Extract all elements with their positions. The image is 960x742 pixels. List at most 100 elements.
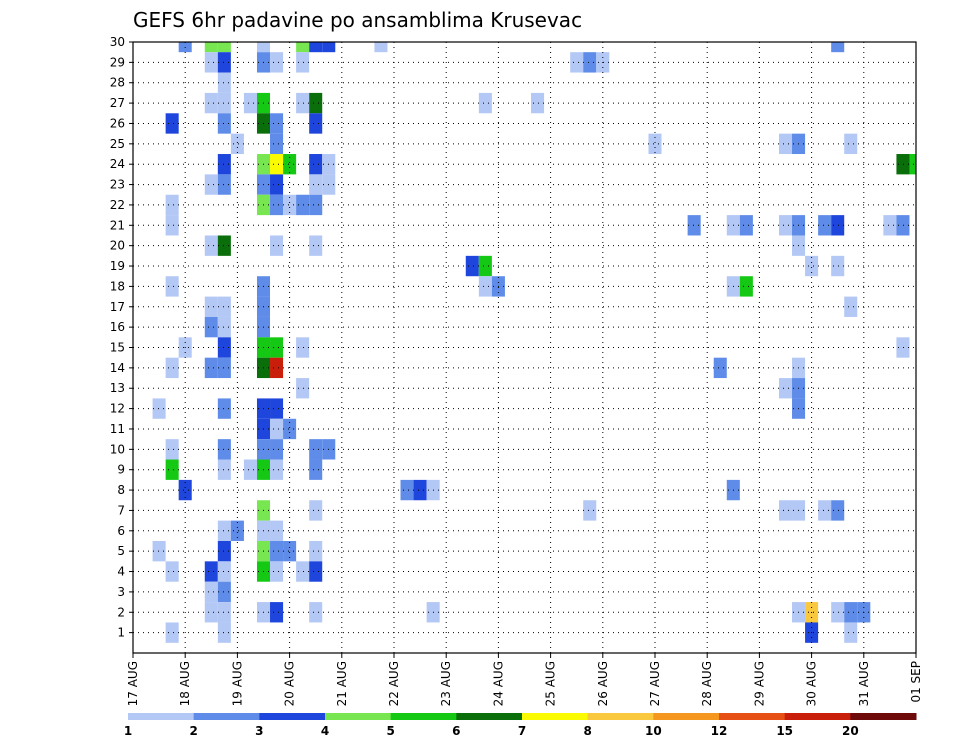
heatmap-cell-153 <box>309 561 323 582</box>
heatmap-cell-146 <box>309 540 323 562</box>
y-tick-label-3: 3 <box>117 585 125 599</box>
y-tick-label-7: 7 <box>117 503 125 517</box>
heatmap-cell-75 <box>831 255 845 277</box>
heatmap-cell-33 <box>648 133 662 155</box>
heatmap-cell-53 <box>270 194 284 216</box>
heatmap-cell-112 <box>283 418 297 440</box>
y-tick-label-10: 10 <box>110 442 125 456</box>
heatmap-cell-164 <box>831 602 845 623</box>
heatmap-cell-25 <box>531 92 545 114</box>
heatmap-cell-63 <box>818 215 832 236</box>
grid-lines <box>133 42 916 653</box>
heatmap-cell-126 <box>400 479 414 501</box>
heatmap-cell-31 <box>230 133 244 155</box>
heatmap-cell-23 <box>309 92 323 114</box>
heatmap-cell-64 <box>831 215 845 236</box>
heatmap-cell-142 <box>217 540 231 562</box>
y-tick-label-23: 23 <box>110 178 125 192</box>
colorbar-swatch-2 <box>193 713 260 720</box>
heatmap-cell-120 <box>217 459 231 480</box>
heatmap-cell-10 <box>217 52 231 73</box>
heatmap-cell-103 <box>778 378 793 399</box>
y-tick-label-11: 11 <box>110 422 125 436</box>
heatmap-cell-69 <box>270 235 284 256</box>
colorbar-swatch-4 <box>325 713 392 720</box>
heatmap-cell-156 <box>204 602 218 623</box>
heatmap-cell-157 <box>217 602 231 623</box>
colorbar-label-5: 5 <box>386 724 394 738</box>
heatmap-cell-56 <box>309 194 323 216</box>
heatmap-cell-152 <box>296 561 310 582</box>
heatmap-cell-36 <box>844 133 858 155</box>
x-tick-label-6: 23 AUG <box>439 661 453 706</box>
y-tick-label-22: 22 <box>110 198 125 212</box>
x-tick-label-12: 29 AUG <box>752 661 766 706</box>
heatmap-cell-20 <box>243 92 257 114</box>
heatmap-cell-155 <box>217 581 231 603</box>
y-tick-label-12: 12 <box>110 402 125 416</box>
heatmap-cell-131 <box>309 500 323 521</box>
heatmap-cell-65 <box>883 215 897 236</box>
heatmap-cell-140 <box>270 520 284 541</box>
x-tick-label-9: 26 AUG <box>596 661 610 706</box>
heatmap-cell-72 <box>465 255 479 277</box>
colorbar-swatch-8 <box>587 713 654 720</box>
heatmap-cell-55 <box>296 194 310 216</box>
x-tick-label-4: 21 AUG <box>335 661 349 706</box>
heatmap-cell-60 <box>739 215 753 236</box>
x-tick-label-1: 18 AUG <box>178 661 192 706</box>
heatmap-cell-40 <box>283 154 297 175</box>
plot-frame <box>132 41 917 654</box>
x-tick-label-3: 20 AUG <box>283 661 297 706</box>
heatmap-cell-167 <box>165 622 179 643</box>
heatmap-cell-85 <box>844 296 858 317</box>
heatmap-cell-154 <box>204 581 218 603</box>
heatmap-cells <box>152 42 916 643</box>
heatmap-cell-34 <box>778 133 793 155</box>
y-tick-label-15: 15 <box>110 341 125 355</box>
colorbar-label-15: 15 <box>776 724 793 738</box>
y-tick-label-20: 20 <box>110 239 125 253</box>
heatmap-cell-48 <box>270 174 284 195</box>
heatmap-cell-124 <box>309 459 323 480</box>
heatmap-cell-46 <box>217 174 231 195</box>
x-tick-label-11: 28 AUG <box>700 661 714 706</box>
heatmap-cell-29 <box>270 113 284 134</box>
heatmap-cell-14 <box>570 52 584 73</box>
y-tick-label-1: 1 <box>117 626 125 640</box>
heatmap-cell-132 <box>583 500 597 521</box>
x-tick-label-14: 31 AUG <box>857 661 871 706</box>
colorbar-swatch-3 <box>259 713 326 720</box>
y-tick-label-5: 5 <box>117 544 125 558</box>
heatmap-cell-15 <box>583 52 597 73</box>
y-tick-label-8: 8 <box>117 483 125 497</box>
heatmap-cell-99 <box>270 357 284 379</box>
heatmap-cell-67 <box>204 235 218 256</box>
heatmap-cell-3 <box>256 42 271 53</box>
colorbar-label-2: 2 <box>189 724 197 738</box>
heatmap-cell-27 <box>217 113 231 134</box>
heatmap-cell-119 <box>165 459 179 480</box>
y-tick-label-26: 26 <box>110 116 125 130</box>
heatmap-cell-96 <box>204 357 218 379</box>
y-tick-label-17: 17 <box>110 300 125 314</box>
heatmap-cell-39 <box>270 154 284 175</box>
heatmap-cell-49 <box>309 174 323 195</box>
x-tick-label-5: 22 AUG <box>387 661 401 706</box>
heatmap-cell-111 <box>270 418 284 440</box>
heatmap-cell-9 <box>204 52 218 73</box>
colorbar-label-10: 10 <box>645 724 662 738</box>
heatmap-cell-133 <box>778 500 793 521</box>
x-tick-label-2: 19 AUG <box>230 661 244 706</box>
heatmap-cell-145 <box>283 540 297 562</box>
heatmap-cell-82 <box>204 296 218 317</box>
colorbar-label-3: 3 <box>255 724 263 738</box>
heatmap-cell-116 <box>270 439 284 460</box>
heatmap-cell-2 <box>217 42 231 53</box>
heatmap-cell-26 <box>165 113 179 134</box>
heatmap-cell-135 <box>818 500 832 521</box>
heatmap-cell-90 <box>217 337 231 358</box>
colorbar-label-20: 20 <box>842 724 859 738</box>
heatmap-cell-95 <box>165 357 179 379</box>
